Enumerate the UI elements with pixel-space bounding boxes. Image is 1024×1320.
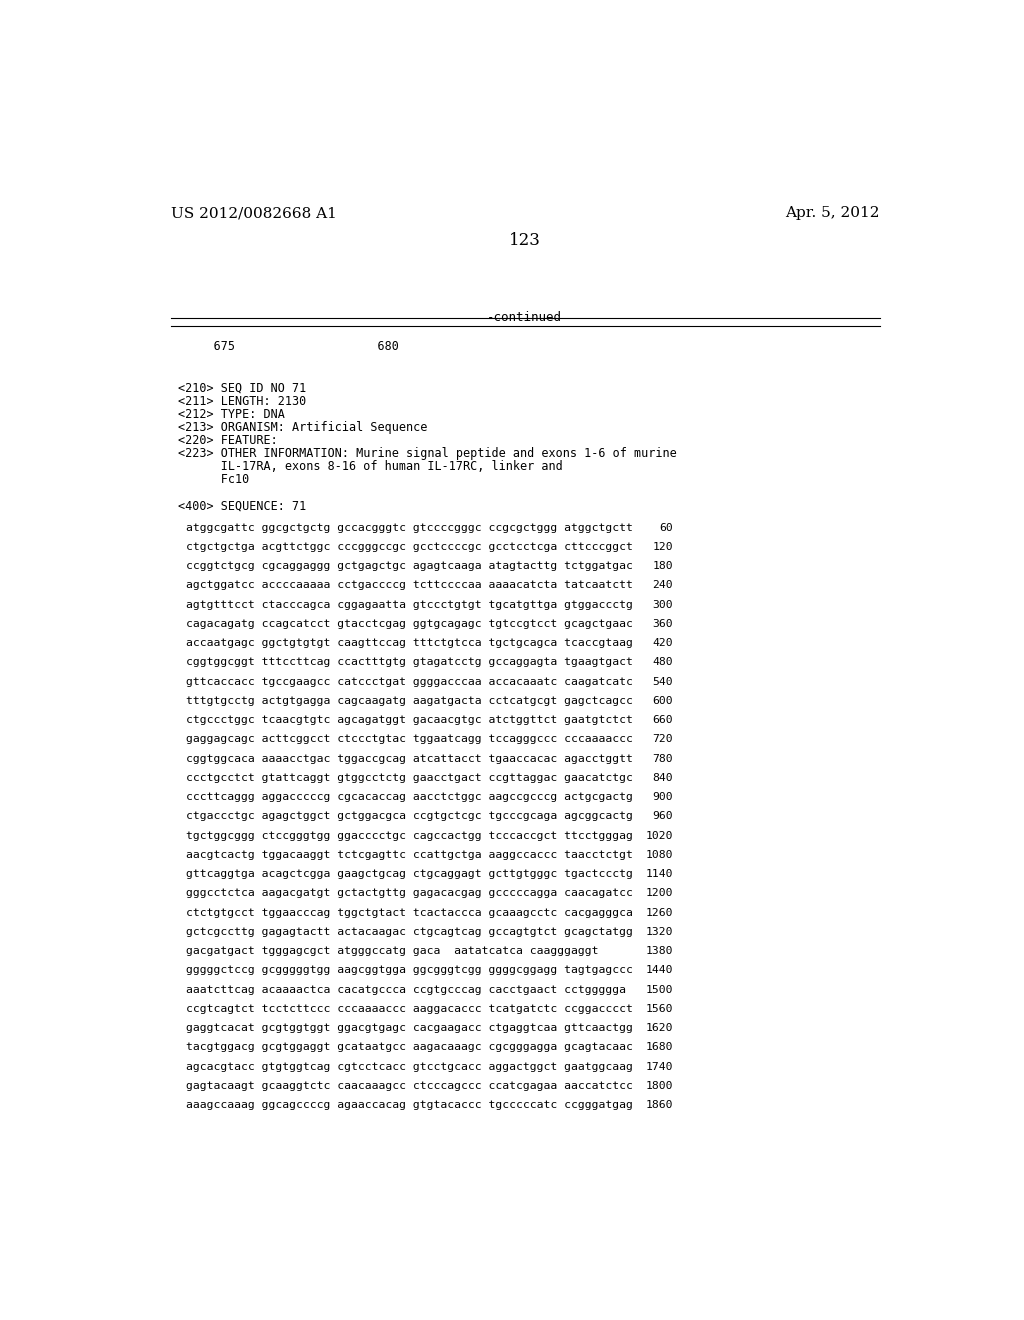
Text: ctctgtgcct tggaacccag tggctgtact tcactaccca gcaaagcctc cacgagggca: ctctgtgcct tggaacccag tggctgtact tcactac… xyxy=(186,908,633,917)
Text: ccggtctgcg cgcaggaggg gctgagctgc agagtcaaga atagtacttg tctggatgac: ccggtctgcg cgcaggaggg gctgagctgc agagtca… xyxy=(186,561,633,572)
Text: Fc10: Fc10 xyxy=(178,474,250,486)
Text: gaggagcagc acttcggcct ctccctgtac tggaatcagg tccagggccc cccaaaaccc: gaggagcagc acttcggcct ctccctgtac tggaatc… xyxy=(186,734,633,744)
Text: 1260: 1260 xyxy=(645,908,673,917)
Text: 1740: 1740 xyxy=(645,1061,673,1072)
Text: gagtacaagt gcaaggtctc caacaaagcc ctcccagccc ccatcgagaa aaccatctcc: gagtacaagt gcaaggtctc caacaaagcc ctcccag… xyxy=(186,1081,633,1090)
Text: 120: 120 xyxy=(652,543,673,552)
Text: 180: 180 xyxy=(652,561,673,572)
Text: <212> TYPE: DNA: <212> TYPE: DNA xyxy=(178,408,286,421)
Text: 1080: 1080 xyxy=(645,850,673,859)
Text: 960: 960 xyxy=(652,812,673,821)
Text: 600: 600 xyxy=(652,696,673,706)
Text: 1500: 1500 xyxy=(645,985,673,994)
Text: tgctggcggg ctccgggtgg ggacccctgc cagccactgg tcccaccgct ttcctgggag: tgctggcggg ctccgggtgg ggacccctgc cagccac… xyxy=(186,830,633,841)
Text: gttcaggtga acagctcgga gaagctgcag ctgcaggagt gcttgtgggc tgactccctg: gttcaggtga acagctcgga gaagctgcag ctgcagg… xyxy=(186,869,633,879)
Text: <211> LENGTH: 2130: <211> LENGTH: 2130 xyxy=(178,395,306,408)
Text: 420: 420 xyxy=(652,638,673,648)
Text: Apr. 5, 2012: Apr. 5, 2012 xyxy=(785,206,880,220)
Text: tacgtggacg gcgtggaggt gcataatgcc aagacaaagc cgcgggagga gcagtacaac: tacgtggacg gcgtggaggt gcataatgcc aagacaa… xyxy=(186,1043,633,1052)
Text: <210> SEQ ID NO 71: <210> SEQ ID NO 71 xyxy=(178,381,306,395)
Text: IL-17RA, exons 8-16 of human IL-17RC, linker and: IL-17RA, exons 8-16 of human IL-17RC, li… xyxy=(178,461,563,474)
Text: ccgtcagtct tcctcttccc cccaaaaccc aaggacaccc tcatgatctc ccggacccct: ccgtcagtct tcctcttccc cccaaaaccc aaggaca… xyxy=(186,1003,633,1014)
Text: cccttcaggg aggacccccg cgcacaccag aacctctggc aagccgcccg actgcgactg: cccttcaggg aggacccccg cgcacaccag aacctct… xyxy=(186,792,633,803)
Text: <220> FEATURE:: <220> FEATURE: xyxy=(178,434,279,447)
Text: gaggtcacat gcgtggtggt ggacgtgagc cacgaagacc ctgaggtcaa gttcaactgg: gaggtcacat gcgtggtggt ggacgtgagc cacgaag… xyxy=(186,1023,633,1034)
Text: aaatcttcag acaaaactca cacatgccca ccgtgcccag cacctgaact cctggggga: aaatcttcag acaaaactca cacatgccca ccgtgcc… xyxy=(186,985,626,994)
Text: agcacgtacc gtgtggtcag cgtcctcacc gtcctgcacc aggactggct gaatggcaag: agcacgtacc gtgtggtcag cgtcctcacc gtcctgc… xyxy=(186,1061,633,1072)
Text: gctcgccttg gagagtactt actacaagac ctgcagtcag gccagtgtct gcagctatgg: gctcgccttg gagagtactt actacaagac ctgcagt… xyxy=(186,927,633,937)
Text: 360: 360 xyxy=(652,619,673,628)
Text: ccctgcctct gtattcaggt gtggcctctg gaacctgact ccgttaggac gaacatctgc: ccctgcctct gtattcaggt gtggcctctg gaacctg… xyxy=(186,774,633,783)
Text: 1020: 1020 xyxy=(645,830,673,841)
Text: cagacagatg ccagcatcct gtacctcgag ggtgcagagc tgtccgtcct gcagctgaac: cagacagatg ccagcatcct gtacctcgag ggtgcag… xyxy=(186,619,633,628)
Text: tttgtgcctg actgtgagga cagcaagatg aagatgacta cctcatgcgt gagctcagcc: tttgtgcctg actgtgagga cagcaagatg aagatga… xyxy=(186,696,633,706)
Text: gttcaccacc tgccgaagcc catccctgat ggggacccaa accacaaatc caagatcatc: gttcaccacc tgccgaagcc catccctgat ggggacc… xyxy=(186,677,633,686)
Text: 780: 780 xyxy=(652,754,673,763)
Text: agtgtttcct ctacccagca cggagaatta gtccctgtgt tgcatgttga gtggaccctg: agtgtttcct ctacccagca cggagaatta gtccctg… xyxy=(186,599,633,610)
Text: 1800: 1800 xyxy=(645,1081,673,1090)
Text: 1620: 1620 xyxy=(645,1023,673,1034)
Text: gggcctctca aagacgatgt gctactgttg gagacacgag gcccccagga caacagatcc: gggcctctca aagacgatgt gctactgttg gagacac… xyxy=(186,888,633,899)
Text: <223> OTHER INFORMATION: Murine signal peptide and exons 1-6 of murine: <223> OTHER INFORMATION: Murine signal p… xyxy=(178,447,677,461)
Text: 1560: 1560 xyxy=(645,1003,673,1014)
Text: 1440: 1440 xyxy=(645,965,673,975)
Text: aacgtcactg tggacaaggt tctcgagttc ccattgctga aaggccaccc taacctctgt: aacgtcactg tggacaaggt tctcgagttc ccattgc… xyxy=(186,850,633,859)
Text: 720: 720 xyxy=(652,734,673,744)
Text: 60: 60 xyxy=(659,523,673,532)
Text: 1320: 1320 xyxy=(645,927,673,937)
Text: 840: 840 xyxy=(652,774,673,783)
Text: ctgctgctga acgttctggc cccgggccgc gcctccccgc gcctcctcga cttcccggct: ctgctgctga acgttctggc cccgggccgc gcctccc… xyxy=(186,543,633,552)
Text: 1860: 1860 xyxy=(645,1100,673,1110)
Text: 900: 900 xyxy=(652,792,673,803)
Text: atggcgattc ggcgctgctg gccacgggtc gtccccgggc ccgcgctggg atggctgctt: atggcgattc ggcgctgctg gccacgggtc gtccccg… xyxy=(186,523,633,532)
Text: <400> SEQUENCE: 71: <400> SEQUENCE: 71 xyxy=(178,499,306,512)
Text: <213> ORGANISM: Artificial Sequence: <213> ORGANISM: Artificial Sequence xyxy=(178,421,428,434)
Text: 1380: 1380 xyxy=(645,946,673,956)
Text: 540: 540 xyxy=(652,677,673,686)
Text: 1200: 1200 xyxy=(645,888,673,899)
Text: aaagccaaag ggcagccccg agaaccacag gtgtacaccс tgcccccatc ccgggatgag: aaagccaaag ggcagccccg agaaccacag gtgtaca… xyxy=(186,1100,633,1110)
Text: 300: 300 xyxy=(652,599,673,610)
Text: 1140: 1140 xyxy=(645,869,673,879)
Text: ctgccctggc tcaacgtgtc agcagatggt gacaacgtgc atctggttct gaatgtctct: ctgccctggc tcaacgtgtc agcagatggt gacaacg… xyxy=(186,715,633,725)
Text: 123: 123 xyxy=(509,232,541,249)
Text: cggtggcaca aaaacctgac tggaccgcag atcattacct tgaaccacac agacctggtt: cggtggcaca aaaacctgac tggaccgcag atcatta… xyxy=(186,754,633,763)
Text: cggtggcggt tttccttcag ccactttgtg gtagatcctg gccaggagta tgaagtgact: cggtggcggt tttccttcag ccactttgtg gtagatc… xyxy=(186,657,633,668)
Text: 240: 240 xyxy=(652,581,673,590)
Text: gacgatgact tgggagcgct atgggccatg gaca  aatatcatca caagggaggt: gacgatgact tgggagcgct atgggccatg gaca aa… xyxy=(186,946,599,956)
Text: US 2012/0082668 A1: US 2012/0082668 A1 xyxy=(171,206,337,220)
Text: ctgaccctgc agagctggct gctggacgca ccgtgctcgc tgcccgcaga agcggcactg: ctgaccctgc agagctggct gctggacgca ccgtgct… xyxy=(186,812,633,821)
Text: 1680: 1680 xyxy=(645,1043,673,1052)
Text: -continued: -continued xyxy=(487,312,562,323)
Text: 660: 660 xyxy=(652,715,673,725)
Text: 480: 480 xyxy=(652,657,673,668)
Text: agctggatcc accccaaaaa cctgaccccg tcttccccaa aaaacatcta tatcaatctt: agctggatcc accccaaaaa cctgaccccg tcttccc… xyxy=(186,581,633,590)
Text: 675                    680: 675 680 xyxy=(178,341,399,354)
Text: accaatgagc ggctgtgtgt caagttccag tttctgtcca tgctgcagca tcaccgtaag: accaatgagc ggctgtgtgt caagttccag tttctgt… xyxy=(186,638,633,648)
Text: gggggctccg gcgggggtgg aagcggtgga ggcgggtcgg ggggcggagg tagtgagccc: gggggctccg gcgggggtgg aagcggtgga ggcgggt… xyxy=(186,965,633,975)
